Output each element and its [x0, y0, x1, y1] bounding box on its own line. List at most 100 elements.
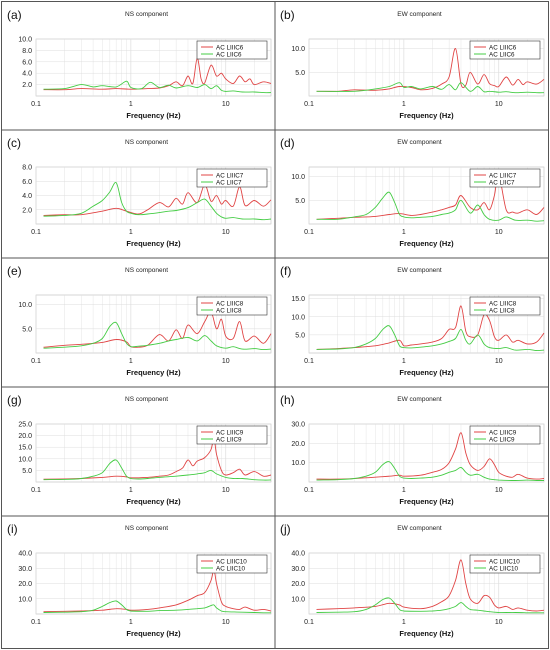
panel-label: (h) [280, 393, 295, 407]
x-tick-label: 1 [402, 229, 406, 236]
legend-entry: AC LIIIC7 [216, 172, 244, 179]
x-tick-label: 0.1 [31, 619, 41, 626]
y-tick-label: 10.0 [18, 37, 32, 44]
legend-entry: AC LIIIC9 [489, 429, 517, 436]
x-tick-label: 0.1 [304, 487, 314, 494]
series-line-green [43, 600, 271, 614]
legend-box [196, 40, 268, 60]
legend-entry: AC LIIIC6 [216, 44, 244, 51]
chart-panel-3: (c) NS component 2.0 4.0 6.0 8.0 0.1 1 10 Frequen… [7, 136, 272, 248]
x-tick-label: 10 [222, 619, 230, 626]
chart-title: NS component [125, 267, 168, 274]
x-tick-label: 10 [495, 229, 503, 236]
y-tick-label: 10.0 [291, 174, 305, 181]
y-tick-label: 5.0 [295, 70, 305, 77]
y-tick-label: 30.0 [291, 566, 305, 573]
chart-title: EW component [397, 267, 442, 274]
chart-panel-10: (j) EW component 10.0 20.0 30.0 40.0 0.1 1 10 Fre… [280, 522, 545, 638]
y-tick-label: 10.0 [18, 596, 32, 603]
y-tick-label: 8.0 [22, 48, 32, 55]
series-line-green [43, 182, 272, 221]
y-tick-label: 10.0 [291, 460, 305, 467]
x-tick-label: 0.1 [31, 487, 41, 494]
x-tick-label: 10 [495, 358, 503, 365]
y-tick-label: 20.0 [18, 581, 32, 588]
x-axis-label: Frequency (Hz) [126, 497, 181, 506]
y-tick-label: 10.0 [291, 314, 305, 321]
series-line-red [316, 305, 545, 350]
legend-entry: AC LIIC10 [216, 565, 246, 572]
panel-label: (b) [280, 8, 295, 22]
x-tick-label: 10 [222, 487, 230, 494]
y-tick-label: 5.0 [295, 198, 305, 205]
legend-entry: AC LIIC7 [489, 179, 515, 186]
x-tick-label: 10 [222, 229, 230, 236]
legend-box [469, 40, 541, 60]
series-line-red [43, 437, 272, 480]
y-tick-label: 10.0 [291, 596, 305, 603]
chart-title: EW component [397, 396, 442, 403]
y-tick-label: 2.0 [22, 207, 32, 214]
y-tick-label: 40.0 [291, 551, 305, 558]
x-tick-label: 1 [129, 487, 133, 494]
legend-entry: AC LIIIC8 [216, 300, 244, 307]
legend-box [196, 554, 268, 574]
x-tick-label: 0.1 [304, 229, 314, 236]
y-tick-label: 15.0 [18, 445, 32, 452]
chart-title: NS component [125, 396, 168, 403]
y-tick-label: 30.0 [291, 422, 305, 429]
x-axis-label: Frequency (Hz) [399, 629, 454, 638]
y-tick-label: 4.0 [22, 193, 32, 200]
x-tick-label: 1 [129, 101, 133, 108]
x-tick-label: 1 [129, 229, 133, 236]
x-tick-label: 0.1 [31, 101, 41, 108]
legend-box [469, 296, 541, 316]
chart-title: NS component [125, 139, 168, 146]
series-line-green [316, 461, 544, 481]
legend-box [196, 168, 268, 188]
legend-entry: AC LIIC9 [216, 436, 242, 443]
x-tick-label: 1 [402, 619, 406, 626]
y-tick-label: 15.0 [291, 296, 305, 303]
series-line-green [43, 80, 272, 94]
x-axis-label: Frequency (Hz) [126, 111, 181, 120]
legend-box [196, 425, 268, 445]
series-line-red [316, 559, 545, 612]
y-tick-label: 8.0 [22, 165, 32, 172]
series-line-red [316, 432, 545, 480]
legend-entry: AC LIIIC10 [216, 558, 247, 565]
panel-label: (g) [7, 393, 22, 407]
x-tick-label: 0.1 [304, 101, 314, 108]
series-line-green [43, 321, 272, 351]
series-line-green [316, 597, 544, 614]
panel-label: (e) [7, 264, 22, 278]
legend-box [469, 168, 541, 188]
panel-label: (d) [280, 136, 295, 150]
legend-entry: AC LIIC8 [489, 307, 515, 314]
chart-panel-5: (e) NS component 5.0 10.0 0.1 1 10 Frequency (H… [7, 264, 272, 377]
legend-box [196, 296, 268, 316]
legend-entry: AC LIIC6 [216, 51, 242, 58]
legend-entry: AC LIIIC6 [489, 44, 517, 51]
chart-title: NS component [125, 11, 168, 18]
chart-panel-8: (h) EW component 10.0 20.0 30.0 0.1 1 10 Frequen… [280, 393, 545, 506]
x-axis-label: Frequency (Hz) [399, 497, 454, 506]
y-tick-label: 40.0 [18, 551, 32, 558]
x-tick-label: 0.1 [304, 619, 314, 626]
y-tick-label: 10.0 [18, 456, 32, 463]
legend-entry: AC LIIIC8 [489, 300, 517, 307]
panel-label: (c) [7, 136, 21, 150]
x-axis-label: Frequency (Hz) [399, 368, 454, 377]
legend-entry: AC LIIC6 [489, 51, 515, 58]
series-line-red [316, 48, 545, 92]
legend-entry: AC LIIIC7 [489, 172, 517, 179]
x-tick-label: 1 [129, 358, 133, 365]
series-line-red [43, 311, 272, 348]
y-tick-label: 20.0 [291, 581, 305, 588]
